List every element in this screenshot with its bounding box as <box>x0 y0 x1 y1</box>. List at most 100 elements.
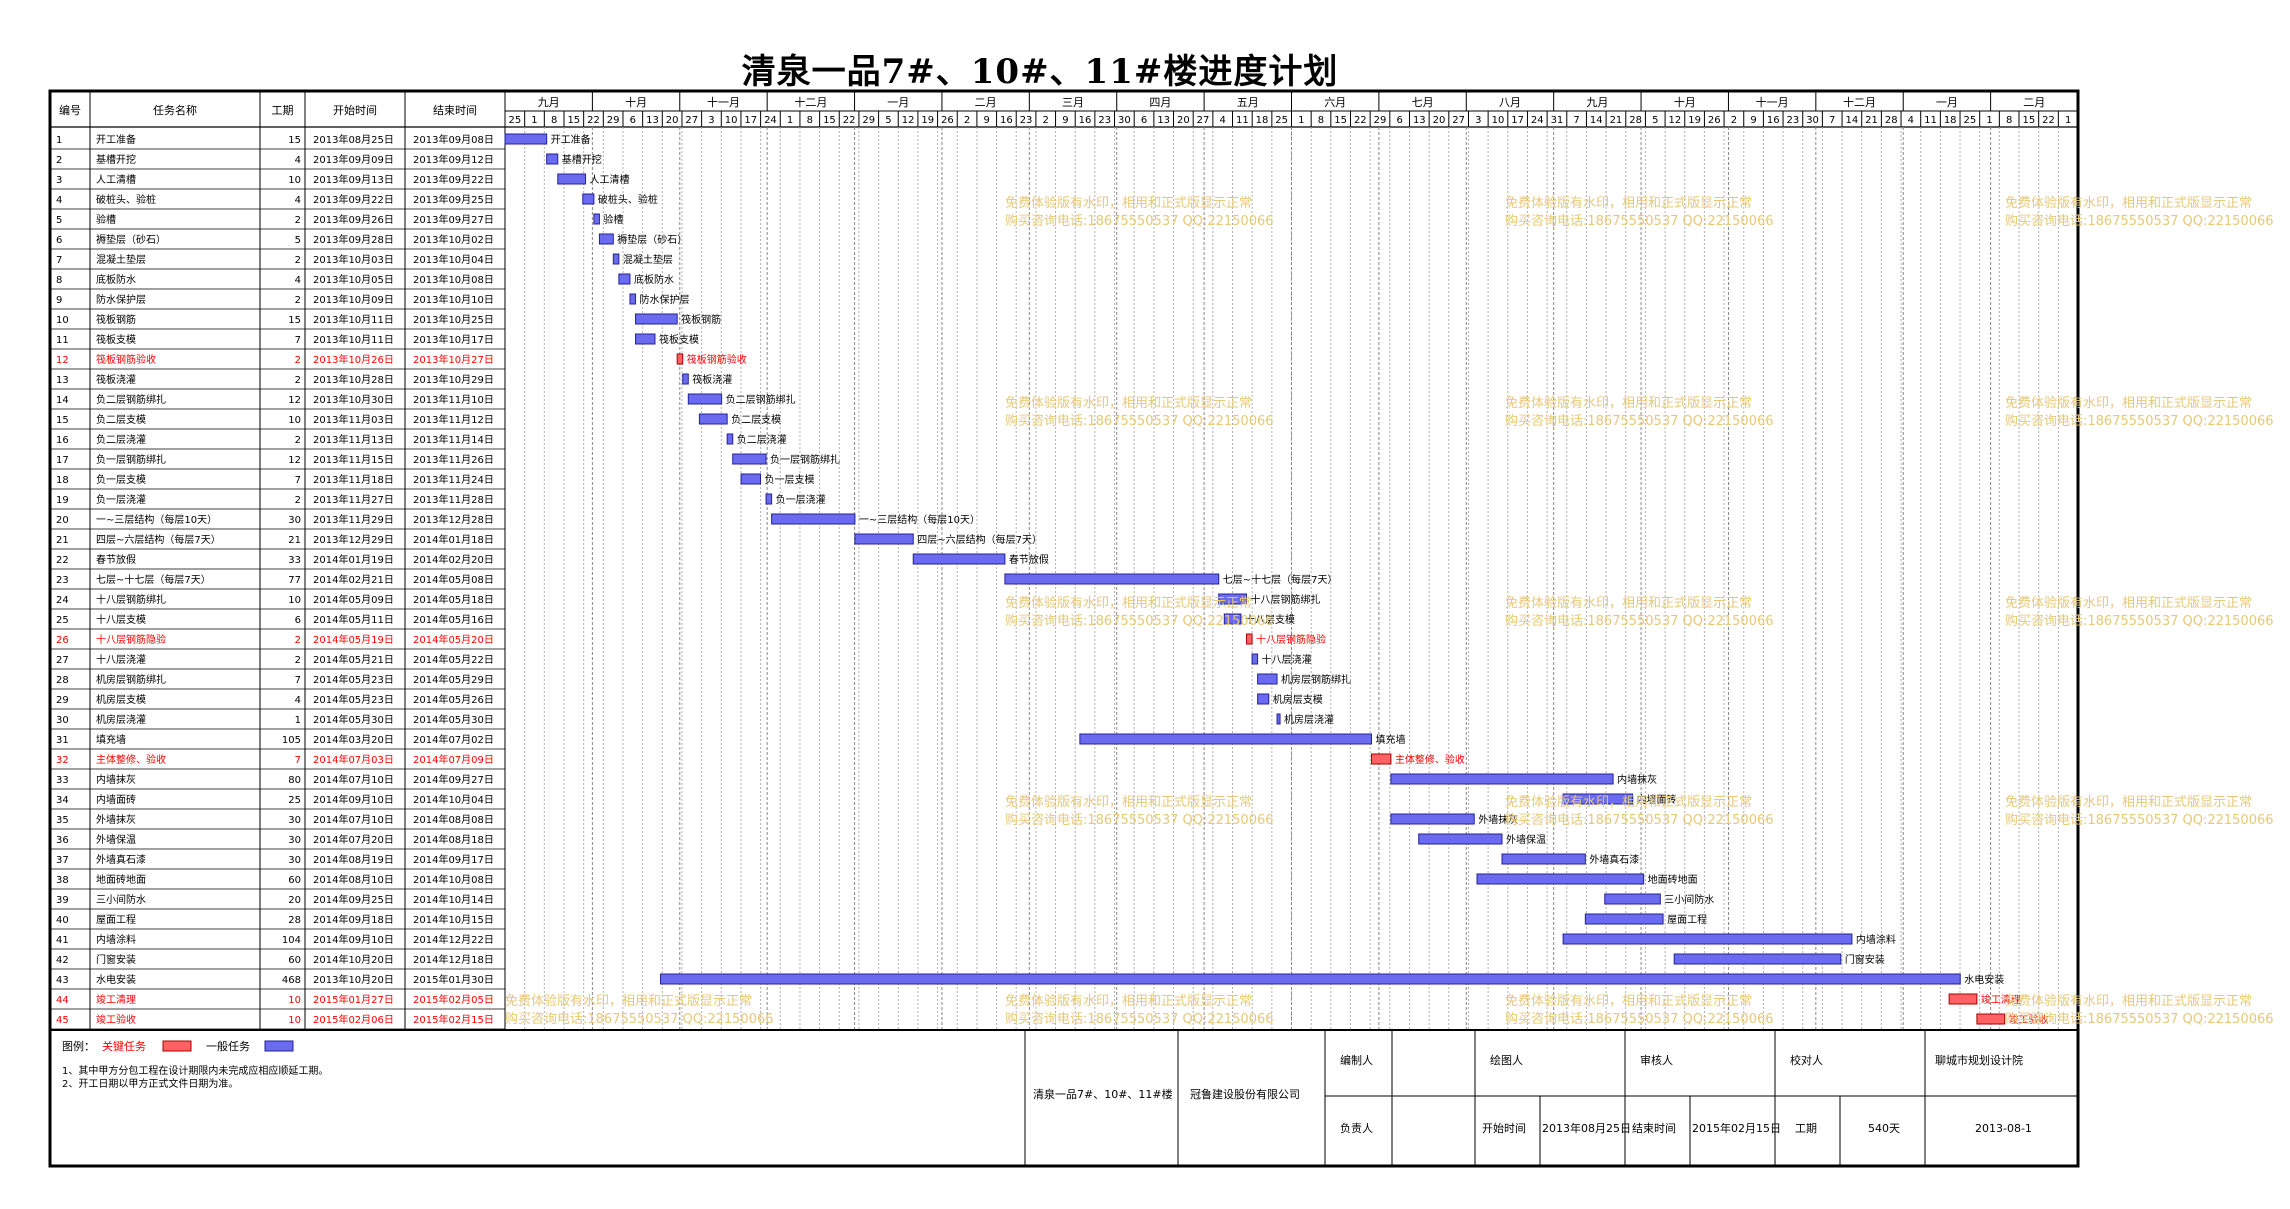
task-name: 四层~六层结构（每层7天） <box>96 533 221 546</box>
day-label: 21 <box>1610 115 1623 126</box>
task-name: 负一层支模 <box>96 473 146 486</box>
task-end: 2013年10月29日 <box>413 373 494 386</box>
task-start: 2014年07月20日 <box>313 833 394 846</box>
task-name: 外墙抹灰 <box>96 813 136 826</box>
task-no: 3 <box>56 175 62 186</box>
month-label: 七月 <box>1412 96 1434 109</box>
task-duration: 7 <box>295 335 301 346</box>
day-label: 11 <box>1236 115 1249 126</box>
gantt-bar <box>1476 873 1645 885</box>
task-end: 2014年05月26日 <box>413 693 494 706</box>
day-label: 1 <box>1298 115 1304 126</box>
watermark-line2: 购买咨询电话:18675550537 QQ:22150066 <box>1005 1011 1274 1027</box>
task-start: 2014年05月11日 <box>313 613 394 626</box>
day-label: 10 <box>1492 115 1505 126</box>
legend-normal-swatch <box>264 1040 294 1052</box>
task-duration: 468 <box>282 975 301 986</box>
task-start: 2015年02月06日 <box>313 1013 394 1026</box>
task-no: 26 <box>56 635 69 646</box>
task-start: 2013年09月28日 <box>313 233 394 246</box>
legend-label: 图例： <box>62 1039 95 1053</box>
footer-checker: 校对人 <box>1790 1053 1823 1067</box>
day-label: 16 <box>1767 115 1780 126</box>
gantt-bar-label: 破桩头、验桩 <box>598 193 658 206</box>
footer-drawn-by: 绘图人 <box>1490 1053 1523 1067</box>
watermark-line2: 购买咨询电话:18675550537 QQ:22150066 <box>2005 613 2274 629</box>
task-duration: 1 <box>295 715 301 726</box>
task-no: 9 <box>56 295 62 306</box>
month-label: 十月 <box>1674 95 1696 109</box>
task-start: 2013年10月09日 <box>313 293 394 306</box>
task-end: 2013年09月12日 <box>413 153 494 166</box>
day-label: 29 <box>1374 115 1387 126</box>
gantt-bar <box>1390 773 1614 785</box>
footer-project: 清泉一品7#、10#、11#楼 <box>1033 1087 1173 1101</box>
day-label: 2 <box>1043 115 1049 126</box>
gantt-bar-label: 机房层支模 <box>1273 693 1323 706</box>
task-end: 2013年11月14日 <box>413 433 494 446</box>
day-label: 15 <box>567 115 580 126</box>
month-label: 五月 <box>1237 96 1259 109</box>
day-label: 28 <box>1629 115 1642 126</box>
task-duration: 60 <box>288 955 301 966</box>
legend-critical-swatch <box>162 1040 192 1052</box>
month-label: 一月 <box>1936 96 1958 109</box>
day-label: 21 <box>1865 115 1878 126</box>
task-name: 混凝土垫层 <box>96 253 146 266</box>
task-name: 一~三层结构（每层10天） <box>96 513 217 526</box>
gantt-bar <box>582 193 595 205</box>
task-name: 开工准备 <box>96 133 136 146</box>
gantt-bar <box>1276 713 1281 725</box>
task-duration: 10 <box>288 1015 301 1026</box>
task-start: 2013年10月28日 <box>313 373 394 386</box>
footer-start-label: 开始时间 <box>1482 1121 1526 1135</box>
task-duration: 10 <box>288 175 301 186</box>
month-label: 六月 <box>1324 96 1346 109</box>
note-text: 1、其中甲方分包工程在设计期限内未完成应相应顺延工期。 <box>62 1064 328 1077</box>
task-duration: 7 <box>295 755 301 766</box>
day-label: 3 <box>1475 115 1481 126</box>
task-end: 2013年09月25日 <box>413 193 494 206</box>
task-duration: 2 <box>295 495 301 506</box>
task-duration: 2 <box>295 355 301 366</box>
task-start: 2013年08月25日 <box>313 133 394 146</box>
month-label: 二月 <box>975 96 997 109</box>
watermark-line1: 免费体验版有水印，相用和正式版显示正常 <box>1505 195 1752 211</box>
gantt-bar <box>732 453 767 465</box>
gantt-bar-label: 内墙抹灰 <box>1617 773 1657 786</box>
task-end: 2013年10月17日 <box>413 333 494 346</box>
gantt-bar <box>1004 573 1220 585</box>
footer-leader: 负责人 <box>1340 1121 1373 1135</box>
day-label: 29 <box>607 115 620 126</box>
task-end: 2013年10月10日 <box>413 293 494 306</box>
task-name: 人工清槽 <box>96 173 136 186</box>
task-no: 34 <box>56 795 69 806</box>
task-name: 水电安装 <box>96 973 136 986</box>
task-start: 2013年10月11日 <box>313 313 394 326</box>
gantt-bar-label: 筏板钢筋验收 <box>687 353 747 366</box>
day-label: 6 <box>1141 115 1147 126</box>
gantt-bar-label: 三小间防水 <box>1664 893 1714 906</box>
day-label: 7 <box>1573 115 1579 126</box>
task-no: 40 <box>56 915 69 926</box>
col-header-end: 结束时间 <box>433 104 477 117</box>
col-header-name: 任务名称 <box>153 103 197 117</box>
task-start: 2013年10月11日 <box>313 333 394 346</box>
task-name: 地面砖地面 <box>96 873 146 886</box>
gantt-bar <box>1257 693 1270 705</box>
gantt-bar <box>687 393 723 405</box>
month-label: 十二月 <box>794 95 827 109</box>
task-start: 2013年10月20日 <box>313 973 394 986</box>
gantt-bar-label: 水电安装 <box>1964 973 2004 986</box>
gantt-bar-label: 验槽 <box>603 213 623 226</box>
task-start: 2014年09月10日 <box>313 933 394 946</box>
task-no: 24 <box>56 595 69 606</box>
watermark-line2: 购买咨询电话:18675550537 QQ:22150066 <box>1005 812 1274 828</box>
gantt-bar <box>740 473 762 485</box>
watermark-line1: 免费体验版有水印，相用和正式版显示正常 <box>2005 195 2252 211</box>
task-end: 2014年01月18日 <box>413 533 494 546</box>
day-label: 15 <box>1334 115 1347 126</box>
gantt-bar-label: 负二层钢筋绑扎 <box>726 393 796 406</box>
task-end: 2013年11月26日 <box>413 453 494 466</box>
